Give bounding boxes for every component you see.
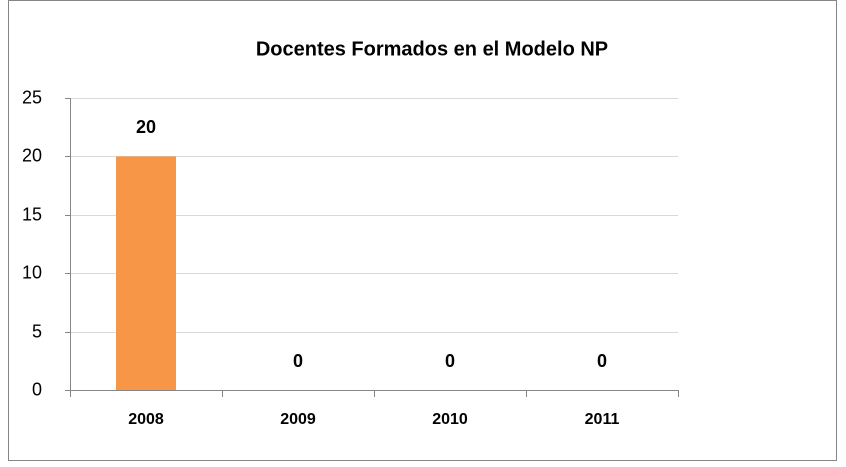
y-tick-label: 25 <box>22 87 42 107</box>
y-tick-label: 10 <box>22 262 42 282</box>
y-tick-label: 0 <box>32 379 42 399</box>
y-tick-label: 20 <box>22 145 42 165</box>
y-tick-label: 5 <box>32 321 42 341</box>
chart-title: Docentes Formados en el Modelo NP <box>256 38 608 60</box>
data-label: 0 <box>445 351 455 371</box>
x-tick-label: 2009 <box>280 411 316 428</box>
data-label: 0 <box>293 351 303 371</box>
x-tick-label: 2010 <box>432 411 468 428</box>
data-label: 0 <box>597 351 607 371</box>
bar <box>116 156 176 390</box>
x-tick-label: 2011 <box>585 411 620 428</box>
y-tick-label: 15 <box>22 204 42 224</box>
data-label: 20 <box>136 117 156 137</box>
x-tick-label: 2008 <box>128 411 164 428</box>
